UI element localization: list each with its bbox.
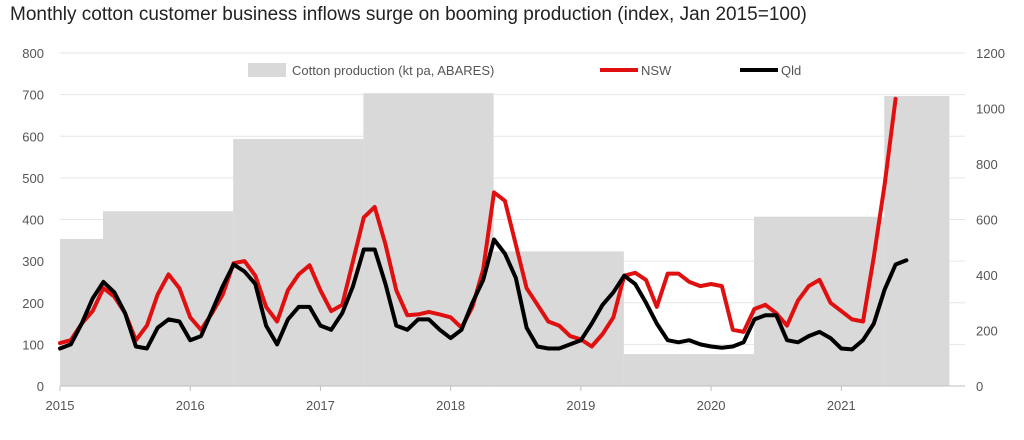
right-tick-label: 0 <box>976 379 983 394</box>
chart-title: Monthly cotton customer business inflows… <box>10 4 807 25</box>
x-axis-ticks: 2015 2016 2017 2018 2019 2020 2021 <box>46 386 856 413</box>
right-tick-label: 200 <box>976 324 998 339</box>
production-bar <box>233 139 364 386</box>
x-tick-label: 2017 <box>306 398 335 413</box>
right-tick-label: 400 <box>976 268 998 283</box>
production-bar <box>884 96 950 386</box>
production-bar <box>102 211 234 386</box>
legend-swatch-production <box>248 63 286 77</box>
legend: Cotton production (kt pa, ABARES) NSW Qld <box>248 63 801 78</box>
x-tick-label: 2018 <box>436 398 465 413</box>
production-bar <box>623 354 755 386</box>
x-tick-label: 2016 <box>176 398 205 413</box>
right-tick-label: 1200 <box>976 46 1005 61</box>
right-tick-label: 1000 <box>976 102 1005 117</box>
left-tick-label: 500 <box>22 171 44 186</box>
left-tick-label: 400 <box>22 213 44 228</box>
left-tick-label: 200 <box>22 296 44 311</box>
right-tick-label: 600 <box>976 213 998 228</box>
production-bar <box>754 216 885 386</box>
left-tick-label: 0 <box>37 379 44 394</box>
series-line-qld <box>58 237 909 352</box>
x-tick-label: 2020 <box>697 398 726 413</box>
legend-label-production: Cotton production (kt pa, ABARES) <box>292 63 494 78</box>
left-tick-label: 800 <box>22 46 44 61</box>
x-tick-label: 2021 <box>827 398 856 413</box>
production-bar <box>60 238 103 386</box>
legend-label-qld: Qld <box>781 63 801 78</box>
legend-label-nsw: NSW <box>641 63 672 78</box>
right-axis-ticks: 0 200 400 600 800 1000 1200 <box>976 46 1005 394</box>
left-tick-label: 600 <box>22 129 44 144</box>
left-axis-ticks: 0 100 200 300 400 500 600 700 800 <box>22 46 44 394</box>
right-tick-label: 800 <box>976 157 998 172</box>
series-lines <box>58 96 909 352</box>
x-tick-label: 2019 <box>566 398 595 413</box>
left-tick-label: 700 <box>22 88 44 103</box>
production-bars <box>60 93 950 387</box>
x-tick-label: 2015 <box>46 398 75 413</box>
left-tick-label: 300 <box>22 254 44 269</box>
left-tick-label: 100 <box>22 337 44 352</box>
